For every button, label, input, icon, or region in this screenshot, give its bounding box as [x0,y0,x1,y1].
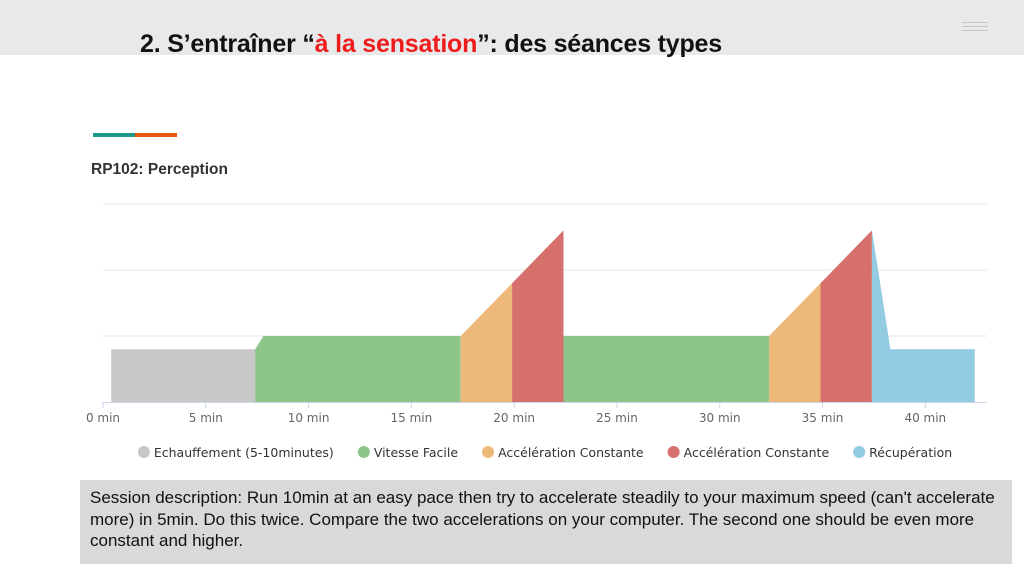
legend-label-1: Vitesse Facile [374,445,459,460]
legend-label-0: Echauffement (5-10minutes) [154,445,334,460]
menu-icon[interactable] [962,22,988,32]
x-tick-label: 30 min [699,411,741,425]
legend-label-4: Récupération [869,445,952,460]
legend-marker-1 [357,446,370,458]
series-area-0 [111,349,256,402]
series-area-6 [820,230,872,402]
x-tick-label: 20 min [493,411,535,425]
legend-marker-3 [667,446,680,458]
accent-line [93,133,177,137]
legend-label-2: Accélération Constante [498,445,644,460]
session-description: Session description: Run 10min at an eas… [80,480,1012,564]
legend-marker-2 [482,446,495,458]
x-tick-label: 10 min [288,411,330,425]
series-area-3 [512,230,564,402]
page-title: 2. S’entraîner “à la sensation”: des séa… [140,30,722,59]
chart-title: RP102: Perception [91,161,228,178]
legend-label-3: Accélération Constante [684,445,830,460]
series-area-5 [769,283,821,402]
title-highlight: à la sensation [314,30,478,58]
x-tick-label: 15 min [391,411,433,425]
series-area-2 [460,283,513,402]
title-prefix: 2. S’entraîner “ [140,30,315,58]
series-area-7 [871,230,975,402]
top-bar [0,0,1024,55]
series-area-4 [563,336,770,402]
x-tick-label: 25 min [596,411,638,425]
x-tick-label: 5 min [189,411,223,425]
legend-marker-4 [853,446,866,458]
session-chart: 0 min 5 min 10 min 15 min 20 min 25 min 30 min… [86,203,987,460]
x-tick-label: 0 min [86,411,120,425]
series-area-1 [255,336,461,402]
title-suffix: ”: des séances types [477,30,722,58]
legend-marker-0 [137,446,150,458]
x-tick-label: 40 min [904,411,946,425]
x-tick-label: 35 min [802,411,844,425]
